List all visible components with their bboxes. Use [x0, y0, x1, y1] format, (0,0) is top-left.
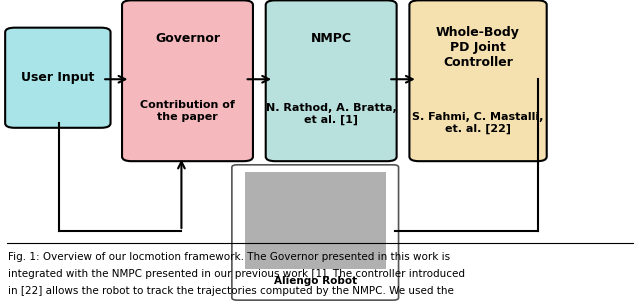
Text: Fig. 1: Overview of our locmotion framework. The Governor presented in this work: Fig. 1: Overview of our locmotion framew… [8, 252, 451, 262]
Text: Contribution of
the paper: Contribution of the paper [140, 100, 235, 122]
FancyBboxPatch shape [244, 172, 386, 269]
FancyBboxPatch shape [5, 28, 111, 128]
Text: Governor: Governor [155, 32, 220, 45]
FancyBboxPatch shape [410, 0, 547, 161]
Text: Whole-Body
PD Joint
Controller: Whole-Body PD Joint Controller [436, 26, 520, 69]
FancyBboxPatch shape [232, 165, 399, 300]
Text: in [22] allows the robot to track the trajectories computed by the NMPC. We used: in [22] allows the robot to track the tr… [8, 285, 454, 296]
Text: S. Fahmi, C. Mastalli,
et. al. [22]: S. Fahmi, C. Mastalli, et. al. [22] [412, 112, 544, 134]
Text: Aliengo Robot: Aliengo Robot [274, 276, 356, 286]
FancyBboxPatch shape [122, 0, 253, 161]
Text: User Input: User Input [21, 71, 95, 84]
Text: integrated with the NMPC presented in our previous work [1]. The controller intr: integrated with the NMPC presented in ou… [8, 269, 465, 279]
FancyBboxPatch shape [266, 0, 397, 161]
Text: N. Rathod, A. Bratta,
et al. [1]: N. Rathod, A. Bratta, et al. [1] [266, 103, 397, 125]
Text: NMPC: NMPC [310, 32, 351, 45]
